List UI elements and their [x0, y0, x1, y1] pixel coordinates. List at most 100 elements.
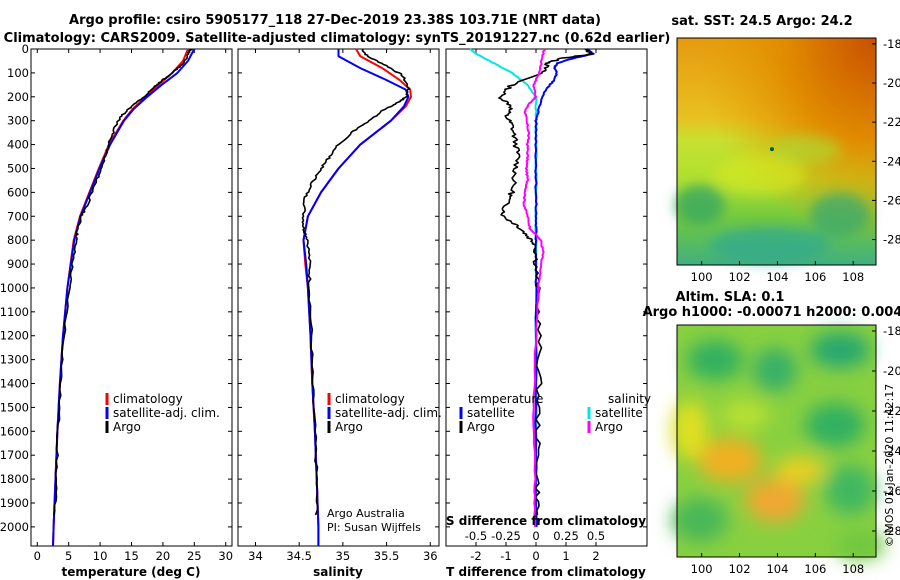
temperature-axis-label: temperature (deg C) — [62, 565, 201, 579]
depth-tick-label: 900 — [7, 257, 29, 271]
map-lon-tick-label: 104 — [766, 562, 788, 576]
s-difference-axis-ticks: -0.5 -0.25 0 0.25 0.5 — [465, 529, 605, 543]
map-lon-tick-label: 102 — [729, 270, 751, 284]
depth-tick-label: 200 — [7, 90, 29, 104]
sla-map-title-line1: Altim. SLA: 0.1 — [676, 290, 785, 305]
depth-tick-label: 1400 — [0, 377, 29, 391]
legend-label-climatology: climatology — [335, 392, 405, 406]
sla-map-frame — [676, 324, 877, 558]
depth-tick-label: 1100 — [0, 305, 29, 319]
salinity-tick-label: 34.5 — [286, 549, 312, 563]
map-lat-tick-label: -20 — [883, 364, 900, 378]
temp-climatology-line — [52, 48, 189, 547]
temp-argo-line — [53, 48, 193, 516]
s-difference-tick-label: 0.25 — [553, 529, 579, 543]
depth-tick-label: 1600 — [0, 424, 29, 438]
depth-tick-label: 0 — [22, 42, 29, 56]
difference-panel-frame — [445, 48, 648, 547]
sst-map-ticks: 100 102 104 106 108 -18 -20 -22 -24 -26 -28 — [691, 37, 900, 284]
map-lat-tick-label: -18 — [883, 324, 900, 338]
tdiff-satellite-line — [534, 48, 595, 527]
depth-tick-label: 500 — [7, 161, 29, 175]
depth-tick-label: 600 — [7, 185, 29, 199]
map-lon-tick-label: 106 — [804, 270, 826, 284]
salinity-legend: climatology satellite-adj. clim. Argo Ar… — [327, 392, 442, 534]
salinity-panel-frame — [237, 48, 440, 547]
temperature-tick-label: 10 — [93, 549, 108, 563]
depth-tick-label: 2000 — [0, 520, 29, 534]
figure-title-line2: Climatology: CARS2009. Satellite-adjuste… — [4, 31, 671, 46]
legend-label-sal-satellite: satellite — [595, 406, 643, 420]
legend-label-argo: Argo — [113, 420, 141, 434]
depth-tick-label: 1200 — [0, 329, 29, 343]
temperature-panel-frame — [30, 48, 233, 547]
argo-position-marker — [769, 147, 774, 152]
sla-map-ticks: 100 102 104 106 108 -18 -20 -22 -24 -26 -28 — [691, 324, 900, 576]
sla-map-title-line2: Argo h1000: -0.00071 h2000: 0.0048 — [643, 305, 900, 320]
depth-tick-label: 1000 — [0, 281, 29, 295]
depth-tick-label: 400 — [7, 138, 29, 152]
sst-map — [675, 37, 877, 266]
temp-satellite-line — [52, 48, 196, 547]
depth-tick-label: 100 — [7, 66, 29, 80]
s-difference-tick-label: 0 — [532, 529, 539, 543]
sst-map-title: sat. SST: 24.5 Argo: 24.2 — [671, 14, 852, 29]
map-lon-tick-label: 100 — [691, 270, 713, 284]
s-difference-tick-label: -0.5 — [465, 529, 487, 543]
map-lon-tick-label: 104 — [766, 270, 788, 284]
legend-label-sal-argo: Argo — [595, 420, 623, 434]
figure-title-line1: Argo profile: csiro 5905177_118 27-Dec-2… — [69, 13, 601, 28]
depth-tick-label: 800 — [7, 233, 29, 247]
sdiff-argo-line — [522, 48, 546, 527]
map-lat-tick-label: -24 — [883, 444, 900, 458]
difference-legend: temperature salinity satellite Argo sate… — [459, 392, 651, 434]
t-difference-tick-label: -1 — [500, 549, 511, 563]
map-lat-tick-label: -24 — [883, 154, 900, 168]
legend-label-temp-argo: Argo — [467, 420, 495, 434]
legend-title-temperature: temperature — [468, 392, 543, 406]
legend-title-salinity: salinity — [608, 392, 651, 406]
sla-heatmap-texture — [672, 332, 885, 560]
temperature-tick-label: 0 — [34, 549, 41, 563]
depth-tick-label: 1900 — [0, 496, 29, 510]
profile-lines — [52, 48, 595, 547]
map-lon-tick-label: 108 — [842, 562, 864, 576]
depth-axis-ticks: 0 100 200 300 400 500 600 700 800 900 1000 1100 1200… — [0, 42, 647, 534]
legend-label-satellite: satellite-adj. clim. — [113, 406, 220, 420]
salinity-tick-label: 34 — [248, 549, 263, 563]
depth-tick-label: 300 — [7, 114, 29, 128]
temperature-legend: climatology satellite-adj. clim. Argo — [105, 392, 220, 434]
map-lat-tick-label: -28 — [883, 233, 900, 247]
temperature-tick-label: 20 — [156, 549, 171, 563]
depth-tick-label: 1500 — [0, 400, 29, 414]
map-lon-tick-label: 106 — [804, 562, 826, 576]
temperature-axis-ticks: 0 5 10 15 20 25 30 — [34, 49, 233, 563]
legend-label-argo: Argo — [335, 420, 363, 434]
map-lat-tick-label: -28 — [883, 524, 900, 538]
s-difference-axis-label: S difference from climatology — [446, 514, 646, 528]
salinity-tick-label: 35.5 — [374, 549, 400, 563]
map-lat-tick-label: -18 — [883, 37, 900, 51]
sst-map-frame — [676, 37, 877, 266]
temperature-tick-label: 25 — [187, 549, 202, 563]
legend-label-satellite: satellite-adj. clim. — [335, 406, 442, 420]
salinity-axis-ticks: 34 34.5 35 35.5 36 — [248, 49, 438, 563]
temperature-tick-label: 30 — [218, 549, 233, 563]
sla-map — [672, 324, 885, 560]
depth-tick-label: 700 — [7, 209, 29, 223]
legend-label-temp-satellite: satellite — [467, 406, 515, 420]
salinity-tick-label: 35 — [336, 549, 351, 563]
t-difference-tick-label: -2 — [470, 549, 481, 563]
depth-tick-label: 1700 — [0, 448, 29, 462]
depth-tick-label: 1800 — [0, 472, 29, 486]
legend-label-climatology: climatology — [113, 392, 183, 406]
map-lat-tick-label: -22 — [883, 404, 900, 418]
t-difference-tick-label: 1 — [562, 549, 569, 563]
map-lat-tick-label: -22 — [883, 115, 900, 129]
temperature-tick-label: 5 — [65, 549, 72, 563]
sst-heatmap-texture — [675, 136, 870, 263]
depth-tick-label: 1300 — [0, 353, 29, 367]
t-difference-tick-label: 2 — [592, 549, 599, 563]
s-difference-tick-label: -0.25 — [491, 529, 521, 543]
imos-credit: ©IMOS 01-Jan-2020 11:42:17 — [883, 384, 896, 547]
